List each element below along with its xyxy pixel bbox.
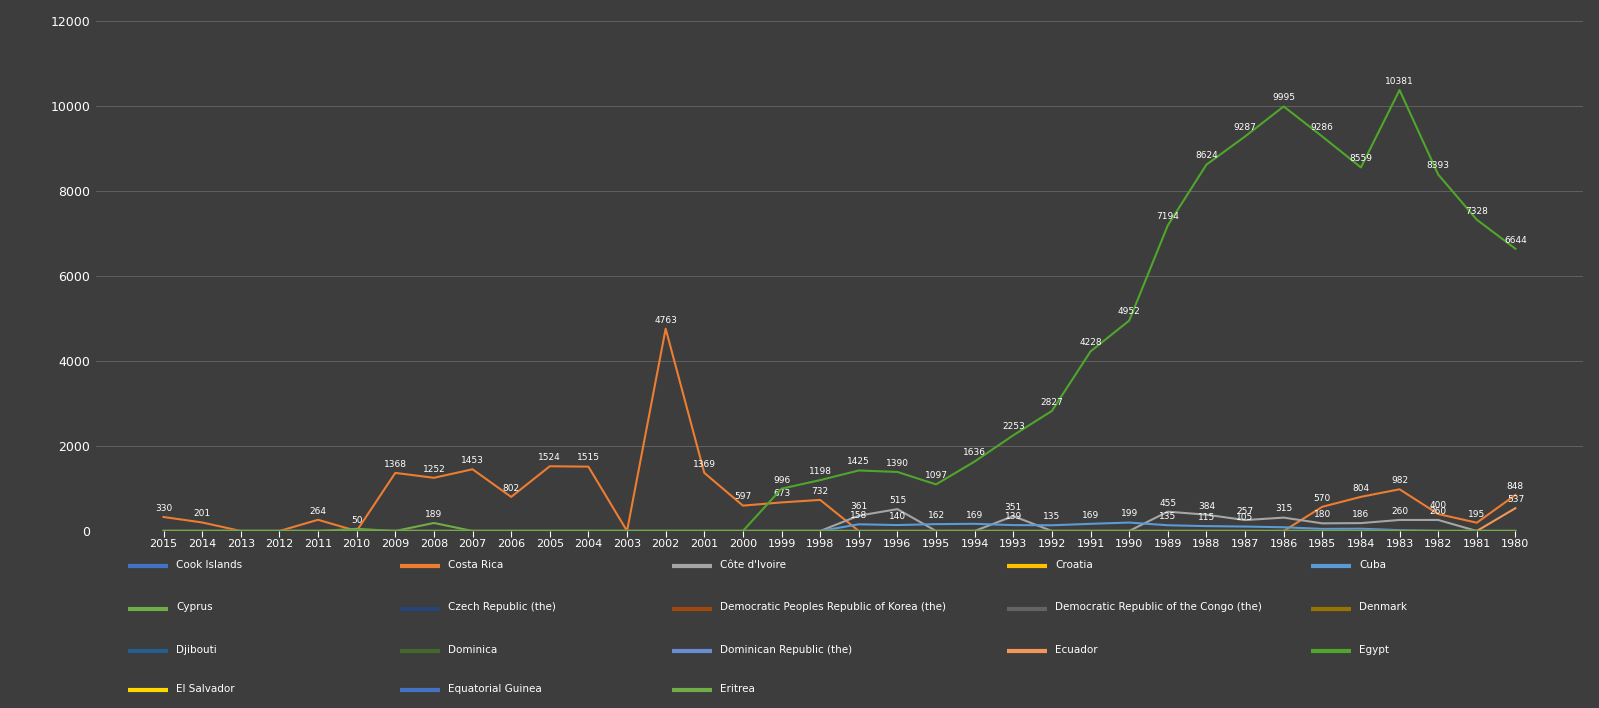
Text: El Salvador: El Salvador: [176, 684, 235, 694]
Text: Ecuador: Ecuador: [1055, 645, 1099, 655]
Text: 1390: 1390: [886, 459, 908, 468]
Text: 4228: 4228: [1079, 338, 1102, 347]
Text: Croatia: Croatia: [1055, 560, 1094, 570]
Text: Czech Republic (the): Czech Republic (the): [448, 603, 555, 612]
Text: 139: 139: [1004, 512, 1022, 521]
Text: 169: 169: [966, 510, 983, 520]
Text: 135: 135: [1043, 512, 1060, 521]
Text: 50: 50: [350, 515, 363, 525]
Text: Eritrea: Eritrea: [720, 684, 755, 694]
Text: Dominica: Dominica: [448, 645, 497, 655]
Text: 199: 199: [1121, 509, 1138, 518]
Text: 8393: 8393: [1426, 161, 1450, 171]
Text: 315: 315: [1274, 505, 1292, 513]
Text: 1453: 1453: [461, 456, 484, 465]
Text: Dominican Republic (the): Dominican Republic (the): [720, 645, 852, 655]
Text: 6644: 6644: [1505, 236, 1527, 244]
Text: 732: 732: [812, 486, 828, 496]
Text: Côte d'Ivoire: Côte d'Ivoire: [720, 560, 785, 570]
Text: 9995: 9995: [1273, 93, 1295, 102]
Text: 1636: 1636: [963, 448, 987, 457]
Text: 140: 140: [889, 512, 907, 521]
Text: 158: 158: [851, 511, 867, 520]
Text: 455: 455: [1159, 498, 1177, 508]
Text: 802: 802: [502, 484, 520, 493]
Text: 351: 351: [1004, 503, 1022, 512]
Text: 2827: 2827: [1041, 398, 1063, 406]
Text: 1252: 1252: [422, 464, 445, 474]
Text: 7328: 7328: [1465, 207, 1489, 215]
Text: 384: 384: [1198, 501, 1215, 510]
Text: 186: 186: [1353, 510, 1369, 519]
Text: 257: 257: [1236, 507, 1254, 516]
Text: 400: 400: [1430, 501, 1447, 510]
Text: 1369: 1369: [692, 459, 716, 469]
Text: 982: 982: [1391, 476, 1409, 485]
Text: 135: 135: [1159, 512, 1177, 521]
Text: 189: 189: [425, 510, 443, 519]
Text: Equatorial Guinea: Equatorial Guinea: [448, 684, 542, 694]
Text: 1198: 1198: [809, 467, 831, 476]
Text: 2253: 2253: [1003, 422, 1025, 431]
Text: 105: 105: [1236, 513, 1254, 523]
Text: 260: 260: [1391, 507, 1409, 516]
Text: 597: 597: [734, 493, 752, 501]
Text: 330: 330: [155, 504, 173, 513]
Text: 264: 264: [310, 507, 326, 515]
Text: 9287: 9287: [1233, 123, 1257, 132]
Text: 515: 515: [889, 496, 907, 505]
Text: 1524: 1524: [539, 453, 561, 462]
Text: Democratic Peoples Republic of Korea (the): Democratic Peoples Republic of Korea (th…: [720, 603, 945, 612]
Text: 537: 537: [1506, 495, 1524, 504]
Text: 180: 180: [1314, 510, 1330, 519]
Text: 4763: 4763: [654, 316, 676, 324]
Text: 195: 195: [1468, 510, 1485, 518]
Text: 673: 673: [772, 489, 790, 498]
Text: 848: 848: [1506, 482, 1524, 491]
Text: 8624: 8624: [1194, 152, 1218, 161]
Text: Cuba: Cuba: [1359, 560, 1386, 570]
Text: 1515: 1515: [577, 454, 600, 462]
Text: 7194: 7194: [1156, 212, 1178, 221]
Text: 4952: 4952: [1118, 307, 1140, 316]
Text: 1097: 1097: [924, 472, 948, 480]
Text: Egypt: Egypt: [1359, 645, 1390, 655]
Text: 1425: 1425: [847, 457, 870, 467]
Text: 115: 115: [1198, 513, 1215, 522]
Text: Democratic Republic of the Congo (the): Democratic Republic of the Congo (the): [1055, 603, 1262, 612]
Text: Denmark: Denmark: [1359, 603, 1407, 612]
Text: 10381: 10381: [1385, 77, 1414, 86]
Text: 9286: 9286: [1311, 123, 1334, 132]
Text: 570: 570: [1314, 493, 1330, 503]
Text: 361: 361: [851, 503, 867, 511]
Text: Cook Islands: Cook Islands: [176, 560, 241, 570]
Text: 1368: 1368: [384, 459, 406, 469]
Text: 201: 201: [193, 509, 211, 518]
Text: 804: 804: [1353, 484, 1369, 493]
Text: 169: 169: [1083, 510, 1099, 520]
Text: Costa Rica: Costa Rica: [448, 560, 504, 570]
Text: 996: 996: [772, 476, 790, 484]
Text: 260: 260: [1430, 507, 1447, 516]
Text: 8559: 8559: [1350, 154, 1372, 164]
Text: Cyprus: Cyprus: [176, 603, 213, 612]
Text: Djibouti: Djibouti: [176, 645, 216, 655]
Text: 162: 162: [927, 511, 945, 520]
